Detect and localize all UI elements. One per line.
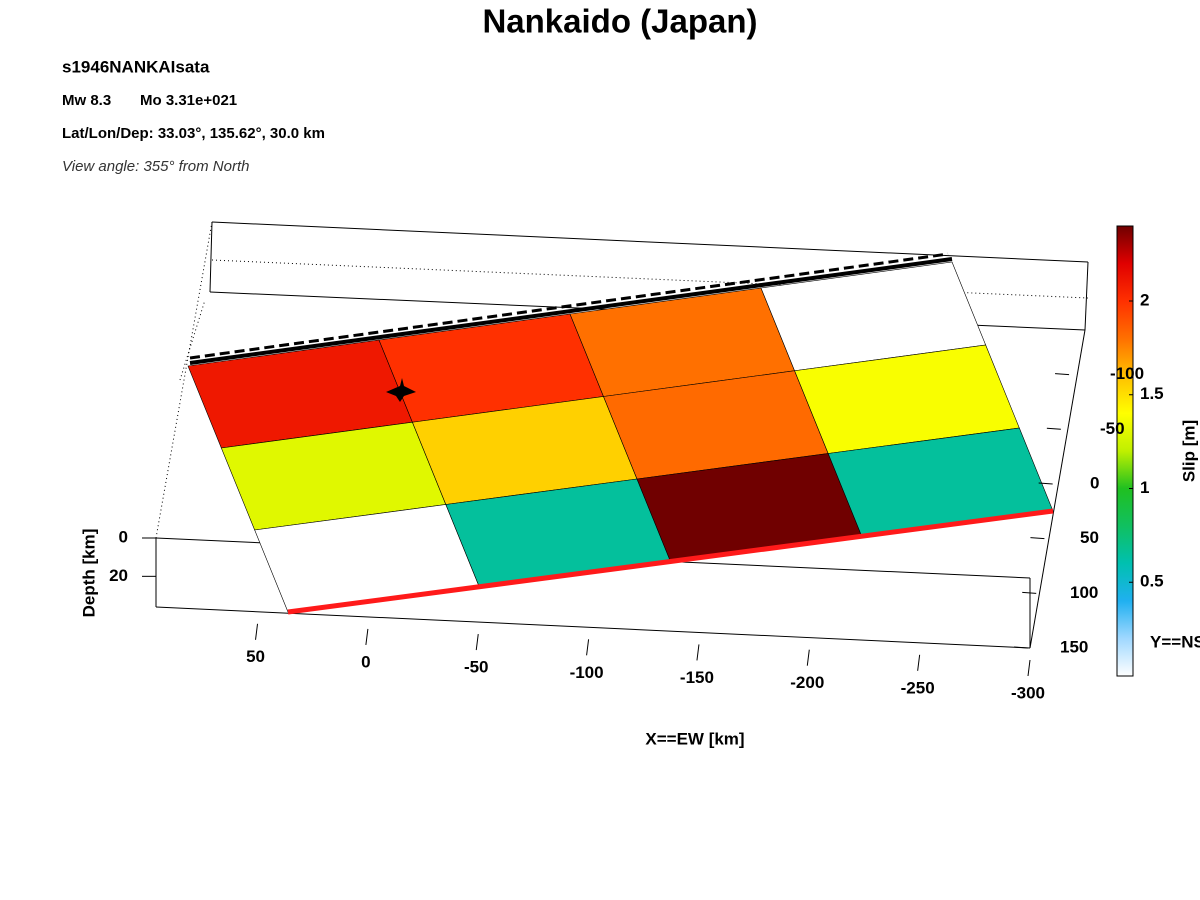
slip-patch: [827, 427, 1054, 537]
magnitude: Mw 8.3: [62, 92, 111, 109]
box-edge: [1029, 329, 1086, 649]
x-tick-label: -300: [1011, 683, 1045, 702]
x-tick: [696, 644, 700, 661]
x-tick-label: -50: [464, 658, 489, 677]
x-tick: [475, 634, 479, 651]
y-tick-label: 100: [1070, 583, 1098, 602]
colorbar: [1116, 225, 1134, 677]
x-tick-label: 0: [361, 652, 370, 671]
view-angle: View angle: 355° from North: [62, 158, 250, 175]
x-tick-label: 50: [246, 647, 265, 666]
box-edge: [1084, 261, 1089, 331]
x-tick: [806, 649, 810, 666]
location: Lat/Lon/Dep: 33.03°, 135.62°, 30.0 km: [62, 125, 325, 142]
event-name: s1946NANKAIsata: [62, 57, 210, 76]
moment: Mo 3.31e+021: [140, 92, 237, 109]
y-tick: [1038, 482, 1053, 485]
x-tick-label: -250: [901, 678, 935, 697]
x-tick: [917, 654, 921, 671]
colorbar-tick-label: 0.5: [1140, 572, 1164, 591]
colorbar-tick-label: 2: [1140, 290, 1149, 309]
y-tick-label: -50: [1100, 419, 1125, 438]
y-tick: [1013, 646, 1029, 649]
x-tick: [586, 639, 590, 656]
colorbar-tick-label: 1.5: [1140, 384, 1164, 403]
y-tick-label: -100: [1110, 364, 1144, 383]
x-tick-label: -100: [570, 663, 604, 682]
box-edge: [155, 606, 1031, 649]
y-tick: [1022, 591, 1037, 594]
z-tick-label: 0: [119, 527, 128, 546]
y-tick: [1030, 537, 1045, 540]
y-tick: [1055, 373, 1070, 376]
x-tick-label: -200: [790, 673, 824, 692]
fault-trace: [189, 252, 949, 360]
colorbar-tick-label: 1: [1140, 478, 1149, 497]
y-tick-label: 50: [1080, 528, 1099, 547]
box-edge: [209, 221, 213, 293]
fault-plane: [187, 261, 1054, 613]
x-axis-label: X==EW [km]: [645, 729, 744, 748]
y-tick-label: 150: [1060, 637, 1088, 656]
fault-bottom: [287, 508, 1054, 615]
hypocenter: [386, 378, 416, 402]
x-tick: [365, 628, 369, 646]
chart-title: Nankaido (Japan): [482, 3, 757, 40]
x-tick: [255, 623, 259, 640]
z-axis-label: Depth [km]: [79, 529, 98, 618]
y-axis-label: Y==NS [km]: [1150, 632, 1200, 651]
colorbar-label: Slip [m]: [1179, 420, 1198, 482]
y-tick: [1046, 427, 1061, 430]
x-tick: [1027, 659, 1031, 677]
box-edge: [155, 221, 213, 539]
z-tick-label: 20: [109, 566, 128, 585]
x-tick-label: -150: [680, 668, 714, 687]
y-tick-label: 0: [1090, 473, 1099, 492]
fault-top: [189, 257, 953, 365]
